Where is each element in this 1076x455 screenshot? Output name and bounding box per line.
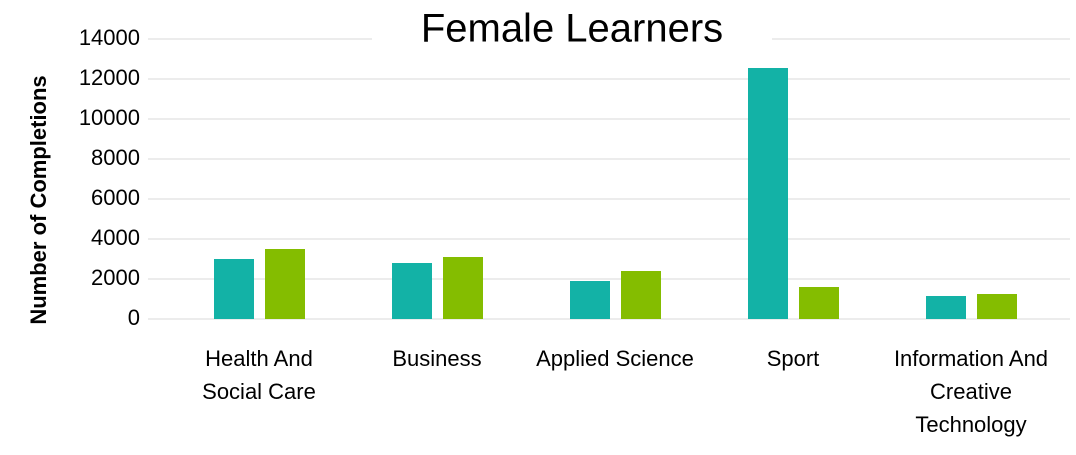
y-axis-label: Number of Completions bbox=[26, 75, 51, 324]
bar bbox=[621, 271, 661, 319]
bar bbox=[748, 68, 788, 319]
bar bbox=[443, 257, 483, 319]
bar bbox=[570, 281, 610, 319]
y-tick-label: 12000 bbox=[79, 65, 140, 90]
chart-title: Female Learners bbox=[421, 7, 723, 51]
bar bbox=[926, 296, 966, 319]
bar bbox=[265, 249, 305, 319]
y-tick-label: 0 bbox=[128, 305, 140, 330]
y-tick-label: 10000 bbox=[79, 105, 140, 130]
title-background bbox=[372, 10, 772, 58]
y-tick-label: 2000 bbox=[91, 265, 140, 290]
x-tick-label: Health And Social Care bbox=[202, 346, 316, 404]
y-tick-label: 4000 bbox=[91, 225, 140, 250]
bar bbox=[799, 287, 839, 319]
x-tick-label: Business bbox=[392, 346, 482, 371]
x-tick-label: Information And Creative Technology bbox=[893, 346, 1049, 437]
x-tick-label: Applied Science bbox=[536, 346, 694, 371]
x-tick-label: Sport bbox=[766, 346, 820, 371]
bar bbox=[392, 263, 432, 319]
y-tick-label: 8000 bbox=[91, 145, 140, 170]
y-tick-label: 6000 bbox=[91, 185, 140, 210]
bar bbox=[977, 294, 1017, 319]
y-tick-label: 14000 bbox=[79, 25, 140, 50]
bar bbox=[214, 259, 254, 319]
